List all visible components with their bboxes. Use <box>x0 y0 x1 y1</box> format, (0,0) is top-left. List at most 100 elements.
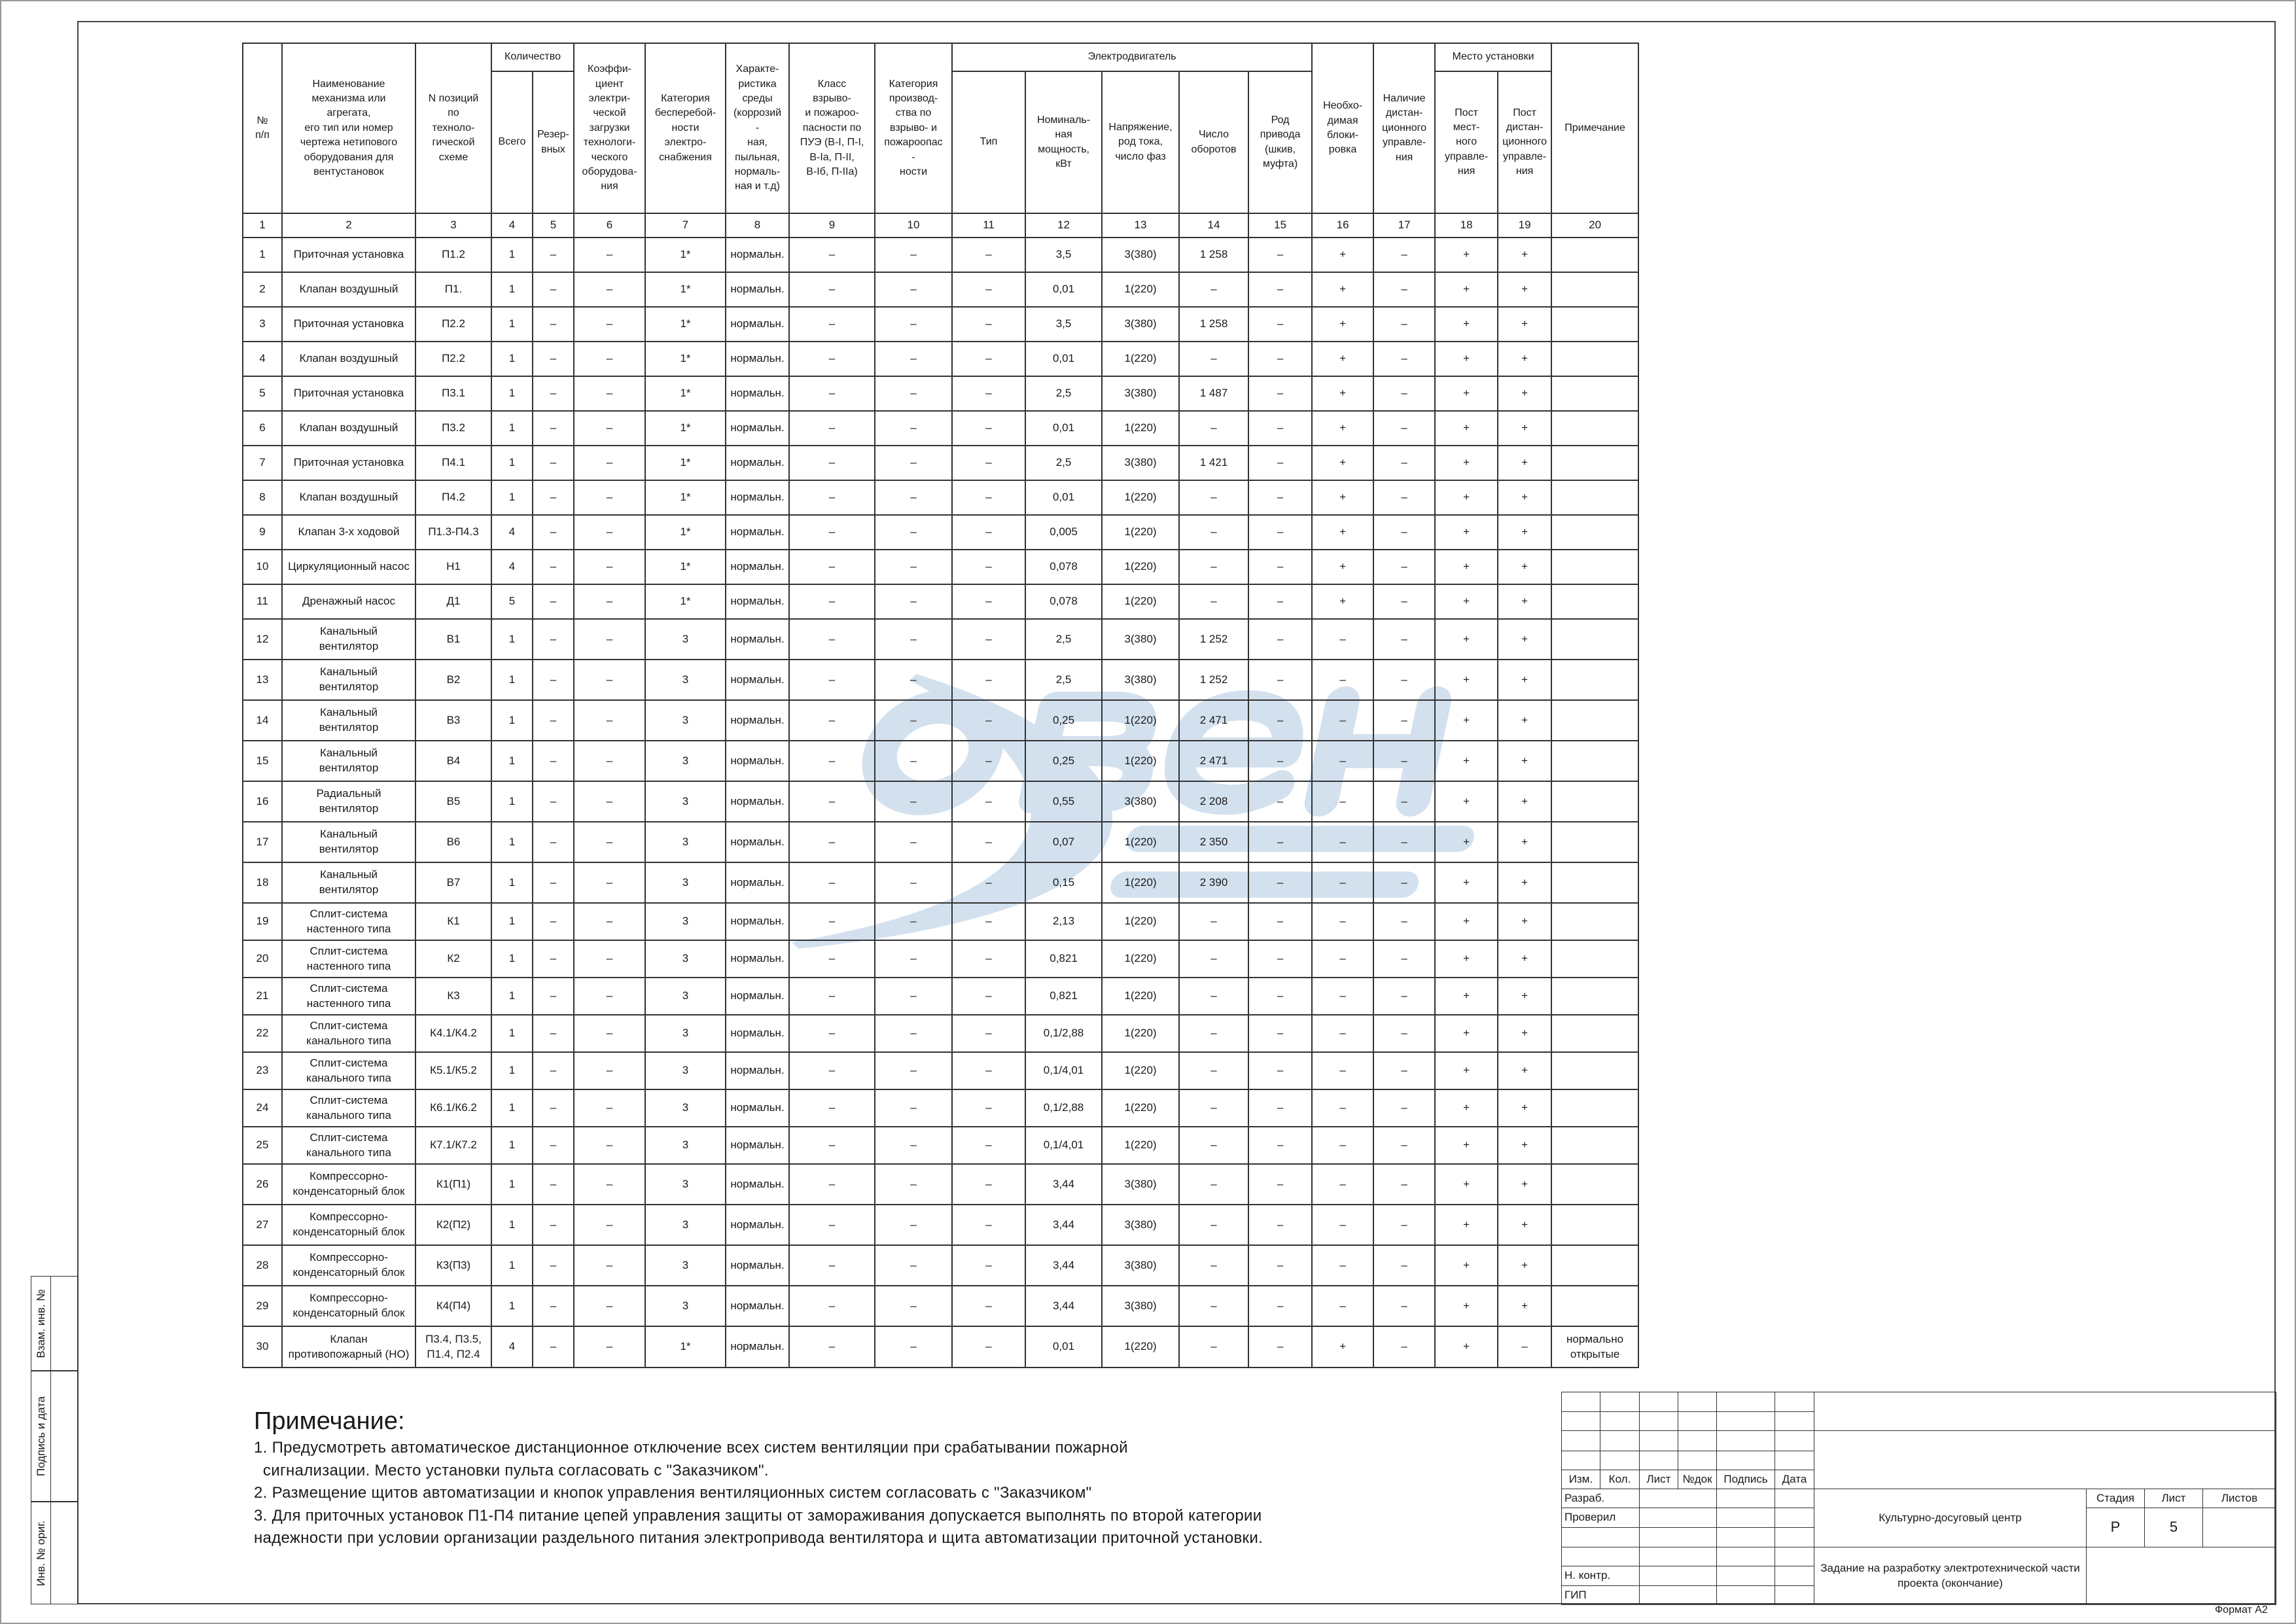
table-cell: + <box>1434 480 1499 516</box>
table-cell: 1 252 <box>1178 659 1250 701</box>
table-cell: Сплит-система настенного типа <box>281 977 416 1015</box>
table-cell: Радиальный вентилятор <box>281 781 416 822</box>
table-cell: 1(220) <box>1101 549 1180 585</box>
table-cell: + <box>1434 1163 1499 1205</box>
table-cell: В5 <box>415 781 492 822</box>
table-cell: – <box>1373 659 1436 701</box>
table-cell: – <box>1373 272 1436 308</box>
table-cell: Клапан противопожарный (НО) <box>281 1326 416 1368</box>
table-cell: + <box>1434 1204 1499 1246</box>
table-cell: 1(220) <box>1101 584 1180 620</box>
revision-cell <box>1678 1451 1717 1470</box>
table-cell: – <box>874 618 953 660</box>
table-cell: – <box>531 862 575 904</box>
revision-cell <box>1639 1451 1678 1470</box>
table-cell: – <box>1248 272 1313 308</box>
column-number: 19 <box>1497 213 1553 238</box>
table-cell: + <box>1497 618 1553 660</box>
table-cell: 3,44 <box>1025 1285 1103 1327</box>
table-cell: – <box>1248 940 1313 978</box>
table-cell: Сплит-система канального типа <box>281 1089 416 1127</box>
table-cell: нормальн. <box>725 1204 790 1246</box>
table-cell: + <box>1497 781 1553 822</box>
table-cell: – <box>951 618 1027 660</box>
table-cell: + <box>1434 584 1499 620</box>
table-cell: 0,25 <box>1025 699 1103 741</box>
table-cell: – <box>788 480 876 516</box>
table-cell: – <box>1373 1204 1436 1246</box>
table-row: 30 Клапан противопожарный (НО) П3.4, П3.5,… <box>242 1326 1640 1368</box>
table-cell: – <box>1373 306 1436 342</box>
notes-title: Примечание: <box>254 1407 405 1435</box>
table-cell: – <box>573 618 646 660</box>
table-cell: + <box>1311 514 1375 550</box>
table-cell: Приточная установка <box>281 306 416 342</box>
signature-name-cell <box>1639 1508 1717 1528</box>
table-cell: 1* <box>645 376 727 412</box>
table-cell: К4(П4) <box>415 1285 492 1327</box>
table-cell: + <box>1434 1089 1499 1127</box>
table-cell: – <box>531 341 575 377</box>
table-cell: + <box>1497 740 1553 782</box>
table-cell: 1 <box>491 740 533 782</box>
table-cell: – <box>1248 699 1313 741</box>
table-cell: – <box>788 584 876 620</box>
table-cell: – <box>788 1051 876 1090</box>
table-cell: Компрессорно- конденсаторный блок <box>281 1163 416 1205</box>
table-cell: – <box>1497 1326 1553 1368</box>
table-cell: 3 <box>645 862 727 904</box>
revision-cell <box>1678 1430 1717 1451</box>
side-stamp-value-cell <box>50 1502 78 1604</box>
table-cell <box>1551 940 1640 978</box>
table-cell: + <box>1497 977 1553 1015</box>
table-cell: Канальный вентилятор <box>281 740 416 782</box>
table-cell: – <box>951 1126 1027 1165</box>
table-cell: + <box>1497 549 1553 585</box>
table-cell: + <box>1311 306 1375 342</box>
table-cell: – <box>1248 1204 1313 1246</box>
table-cell: – <box>1311 740 1375 782</box>
side-stamp-label-cell: Взам. инв. № <box>31 1276 51 1371</box>
table-cell <box>1551 480 1640 516</box>
table-cell: 1(220) <box>1101 410 1180 446</box>
table-cell: 3(380) <box>1101 1163 1180 1205</box>
table-cell: – <box>1311 977 1375 1015</box>
table-cell: 18 <box>242 862 283 904</box>
table-cell: 0,15 <box>1025 862 1103 904</box>
table-cell: – <box>531 902 575 941</box>
table-cell: 3(380) <box>1101 659 1180 701</box>
table-cell: – <box>531 1204 575 1246</box>
table-cell: нормальн. <box>725 781 790 822</box>
table-cell: 1 <box>491 699 533 741</box>
table-cell: П3.1 <box>415 376 492 412</box>
table-cell: + <box>1434 862 1499 904</box>
table-cell: – <box>788 1089 876 1127</box>
table-cell: 1 <box>491 977 533 1015</box>
table-cell: нормальн. <box>725 1089 790 1127</box>
table-cell: 1(220) <box>1101 699 1180 741</box>
table-cell: + <box>1497 410 1553 446</box>
note-line: 3. Для приточных установок П1-П4 питание… <box>254 1506 1262 1525</box>
table-cell: 1(220) <box>1101 821 1180 863</box>
table-cell: 4 <box>242 341 283 377</box>
table-cell: – <box>1373 480 1436 516</box>
table-cell: – <box>573 410 646 446</box>
table-cell: – <box>788 549 876 585</box>
table-cell: – <box>573 584 646 620</box>
table-cell: – <box>788 376 876 412</box>
table-cell: Канальный вентилятор <box>281 699 416 741</box>
table-cell: – <box>531 781 575 822</box>
sheet-label: Лист <box>2144 1489 2203 1508</box>
table-cell: – <box>531 821 575 863</box>
table-cell: – <box>1248 1089 1313 1127</box>
table-cell: + <box>1497 514 1553 550</box>
note-line: 2. Размещение щитов автоматизации и кноп… <box>254 1484 1092 1502</box>
table-cell: – <box>951 376 1027 412</box>
role-label <box>1561 1527 1640 1547</box>
signature-name-cell <box>1639 1585 1717 1605</box>
table-cell: нормальн. <box>725 821 790 863</box>
table-cell: 1(220) <box>1101 1051 1180 1090</box>
table-cell: – <box>531 1089 575 1127</box>
change-label: Подпись <box>1716 1470 1775 1489</box>
table-cell: + <box>1434 445 1499 481</box>
